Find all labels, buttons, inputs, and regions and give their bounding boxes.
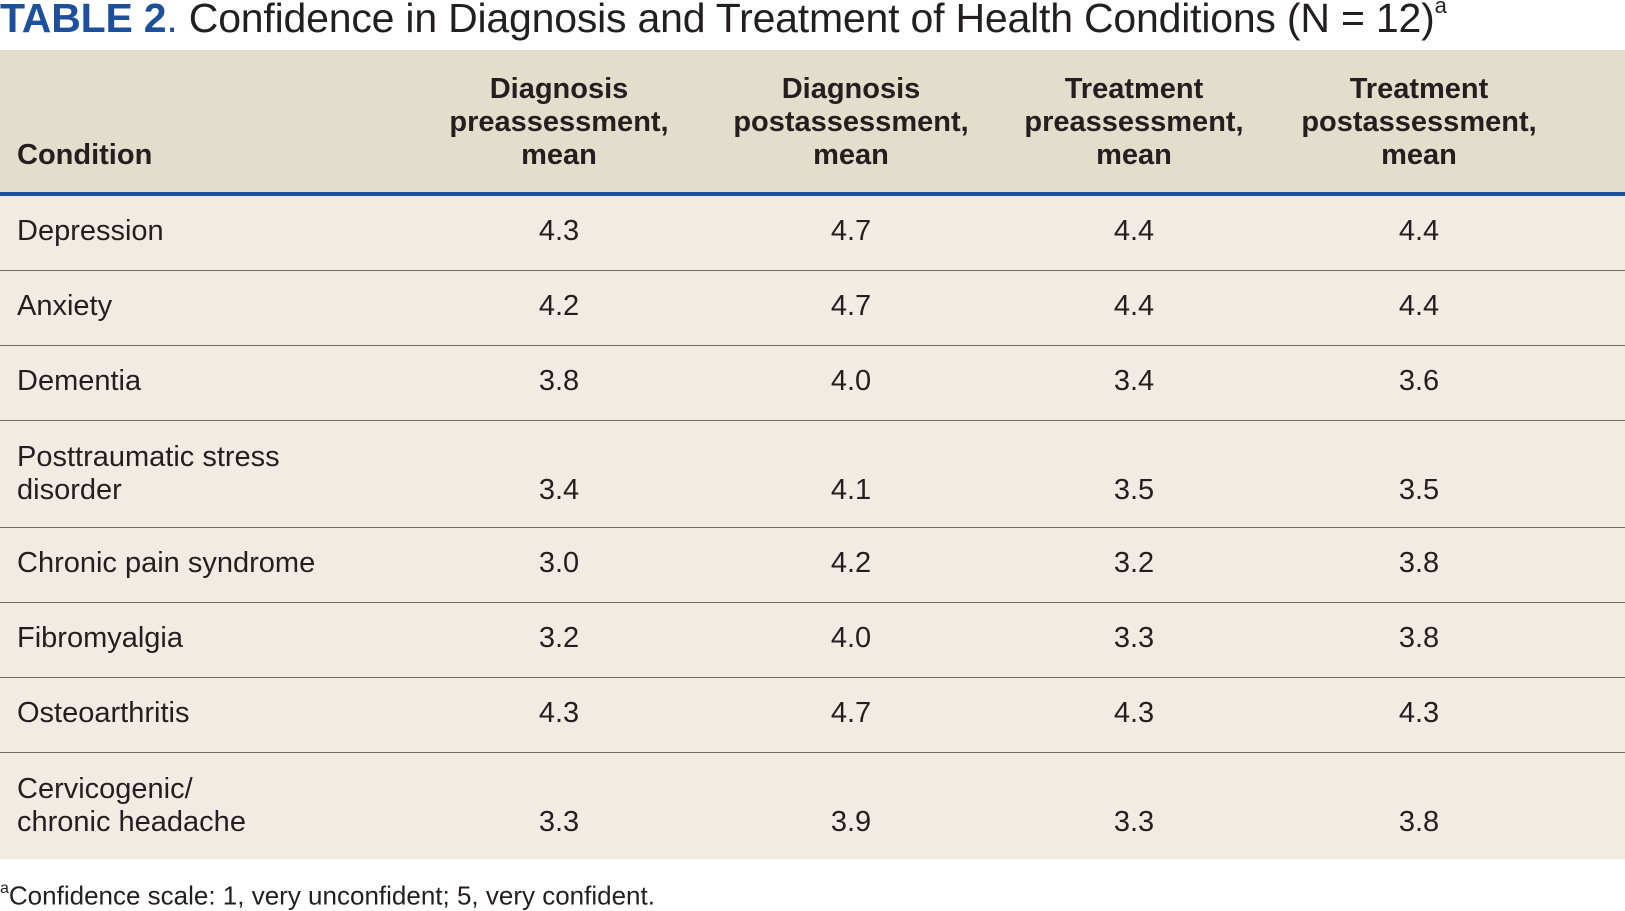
value-cell: 4.1 xyxy=(830,474,872,506)
value-cell: 3.4 xyxy=(1113,365,1155,397)
table-footnote: aConfidence scale: 1, very unconfident; … xyxy=(0,876,655,911)
value-cell: 4.3 xyxy=(1398,697,1440,729)
table-row: Chronic pain syndrome 3.0 4.2 3.2 3.8 xyxy=(0,528,1625,603)
header-line: mean xyxy=(1381,139,1457,171)
header-line: Condition xyxy=(17,139,153,171)
footnote-marker: a xyxy=(0,880,9,897)
header-line: Diagnosis xyxy=(489,73,629,105)
title-separator: . xyxy=(166,0,178,41)
footnote-text: Confidence scale: 1, very unconfident; 5… xyxy=(8,880,655,911)
condition-cell: Osteoarthritis xyxy=(17,697,189,730)
header-line: postassessment, xyxy=(1301,106,1537,138)
condition-cell: Cervicogenic/chronic headache xyxy=(17,773,246,839)
value-cell: 3.0 xyxy=(538,547,580,579)
value-cell: 4.2 xyxy=(830,547,872,579)
column-header-2: Diagnosis postassessment, mean xyxy=(711,73,991,172)
table-row: Osteoarthritis 4.3 4.7 4.3 4.3 xyxy=(0,678,1625,753)
value-cell: 3.4 xyxy=(538,474,580,506)
condition-line: Fibromyalgia xyxy=(17,622,183,654)
table-number: TABLE 2 xyxy=(0,0,167,41)
condition-cell: Dementia xyxy=(17,365,141,398)
value-cell: 3.6 xyxy=(1398,365,1440,397)
table-title: TABLE 2. Confidence in Diagnosis and Tre… xyxy=(0,0,1447,42)
value-cell: 3.8 xyxy=(1398,622,1440,654)
table-row: Cervicogenic/chronic headache 3.3 3.9 3.3 3.… xyxy=(0,753,1625,859)
value-cell: 4.0 xyxy=(830,622,872,654)
title-footnote-marker: a xyxy=(1434,0,1447,19)
value-cell: 4.4 xyxy=(1113,290,1155,322)
value-cell: 3.5 xyxy=(1113,474,1155,506)
condition-line: chronic headache xyxy=(17,806,246,838)
condition-cell: Chronic pain syndrome xyxy=(17,547,315,580)
value-cell: 4.4 xyxy=(1398,290,1440,322)
column-header-1: Diagnosis preassessment, mean xyxy=(429,73,689,172)
title-text: Confidence in Diagnosis and Treatment of… xyxy=(177,0,1435,41)
condition-line: Cervicogenic/ xyxy=(17,773,193,805)
value-cell: 4.7 xyxy=(830,697,872,729)
table-row: Depression 4.3 4.7 4.4 4.4 xyxy=(0,196,1625,271)
header-line: preassessment, xyxy=(449,106,669,138)
value-cell: 4.0 xyxy=(830,365,872,397)
header-line: mean xyxy=(1096,139,1172,171)
value-cell: 4.3 xyxy=(538,215,580,247)
table-row: Dementia 3.8 4.0 3.4 3.6 xyxy=(0,346,1625,421)
value-cell: 3.3 xyxy=(538,806,580,838)
condition-line: Anxiety xyxy=(17,290,113,322)
table-row: Anxiety 4.2 4.7 4.4 4.4 xyxy=(0,271,1625,346)
condition-cell: Anxiety xyxy=(17,290,112,323)
table-body: Depression 4.3 4.7 4.4 4.4 Anxiety 4.2 4.7 4.4 4.… xyxy=(0,196,1625,859)
value-cell: 3.2 xyxy=(1113,547,1155,579)
value-cell: 3.3 xyxy=(1113,622,1155,654)
value-cell: 4.7 xyxy=(830,290,872,322)
table-row: Posttraumatic stress disorder 3.4 4.1 3.5 3.5 xyxy=(0,421,1625,528)
value-cell: 3.8 xyxy=(1398,547,1440,579)
value-cell: 3.8 xyxy=(1398,806,1440,838)
value-cell: 4.3 xyxy=(1113,697,1155,729)
condition-line: disorder xyxy=(17,474,122,506)
value-cell: 4.7 xyxy=(830,215,872,247)
condition-cell: Posttraumatic stress disorder xyxy=(17,441,280,507)
table-row: Fibromyalgia 3.2 4.0 3.3 3.8 xyxy=(0,603,1625,678)
condition-cell: Fibromyalgia xyxy=(17,622,183,655)
header-line: preassessment, xyxy=(1024,106,1244,138)
value-cell: 3.9 xyxy=(830,806,872,838)
condition-line: Dementia xyxy=(17,365,142,397)
condition-line: Depression xyxy=(17,215,164,247)
header-line: mean xyxy=(813,139,889,171)
data-table: Condition Diagnosis preassessment, mean Diag… xyxy=(0,50,1625,859)
value-cell: 4.4 xyxy=(1398,215,1440,247)
header-line: Treatment xyxy=(1064,73,1204,105)
value-cell: 3.5 xyxy=(1398,474,1440,506)
condition-line: Chronic pain syndrome xyxy=(17,547,316,579)
value-cell: 4.3 xyxy=(538,697,580,729)
value-cell: 3.3 xyxy=(1113,806,1155,838)
header-line: Diagnosis xyxy=(781,73,921,105)
condition-line: Osteoarthritis xyxy=(17,697,190,729)
value-cell: 4.2 xyxy=(538,290,580,322)
value-cell: 4.4 xyxy=(1113,215,1155,247)
value-cell: 3.2 xyxy=(538,622,580,654)
header-line: Treatment xyxy=(1349,73,1489,105)
column-header-3: Treatment preassessment, mean xyxy=(1004,73,1264,172)
header-line: postassessment, xyxy=(733,106,969,138)
column-header-0: Condition xyxy=(17,139,152,172)
table-header: Condition Diagnosis preassessment, mean Diag… xyxy=(0,50,1625,196)
value-cell: 3.8 xyxy=(538,365,580,397)
column-header-4: Treatment postassessment, mean xyxy=(1279,73,1559,172)
condition-cell: Depression xyxy=(17,215,164,248)
header-line: mean xyxy=(521,139,597,171)
condition-line: Posttraumatic stress xyxy=(17,441,280,473)
